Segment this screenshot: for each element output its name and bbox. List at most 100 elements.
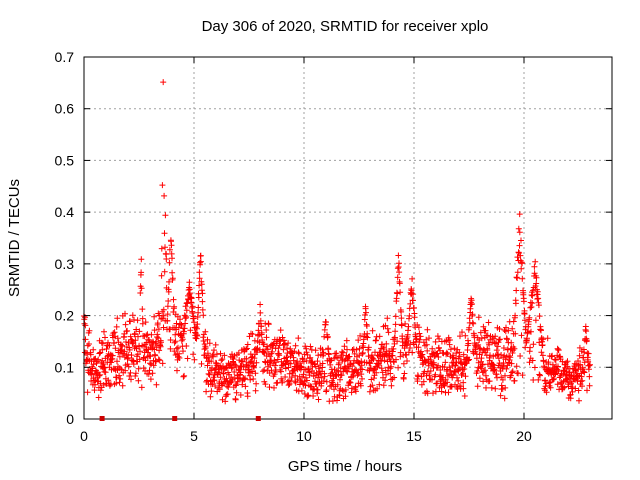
data-point (494, 343, 501, 350)
data-point (518, 237, 524, 244)
data-point (551, 375, 557, 382)
data-point (465, 340, 472, 347)
data-point (139, 306, 146, 313)
data-point (277, 327, 284, 334)
x-tick-label: 20 (516, 428, 532, 444)
data-point (363, 309, 369, 316)
data-point (355, 337, 362, 344)
data-point (158, 245, 165, 252)
data-point (460, 351, 467, 358)
data-point (532, 317, 539, 324)
data-point (158, 339, 164, 346)
data-point (228, 365, 235, 372)
data-point (142, 357, 149, 364)
data-point (492, 385, 499, 392)
data-point (154, 320, 161, 327)
data-point (264, 343, 271, 350)
data-point (344, 346, 350, 353)
data-point (561, 384, 568, 391)
data-point (392, 321, 399, 328)
data-point (367, 360, 374, 367)
data-point (450, 352, 456, 359)
data-point (563, 368, 570, 375)
data-point (482, 372, 489, 379)
data-point (454, 374, 460, 381)
data-point (253, 380, 260, 387)
data-point (300, 358, 307, 365)
data-point (250, 376, 257, 382)
data-point (512, 330, 519, 337)
data-point (116, 379, 123, 386)
data-point (538, 327, 544, 334)
data-point (117, 375, 124, 382)
data-point (486, 378, 493, 385)
data-point (392, 334, 398, 341)
data-point (403, 342, 410, 349)
data-point (209, 365, 215, 371)
data-point (518, 332, 525, 339)
data-point (161, 230, 168, 237)
data-point (172, 331, 179, 338)
data-point (373, 369, 380, 376)
data-point (414, 378, 421, 385)
data-point (288, 374, 295, 381)
data-point (188, 295, 195, 302)
data-point (198, 287, 205, 294)
data-point (369, 327, 376, 334)
data-point (287, 345, 294, 352)
data-point (527, 344, 534, 351)
data-point (370, 356, 377, 363)
data-point (200, 312, 207, 319)
data-point (137, 348, 143, 355)
data-point (238, 358, 245, 365)
data-point (462, 373, 469, 380)
data-point (292, 379, 299, 386)
data-point (164, 303, 171, 310)
data-point (114, 358, 120, 365)
data-point (475, 341, 482, 348)
data-point (476, 345, 483, 351)
data-point (395, 364, 402, 371)
data-point (429, 376, 435, 383)
data-point (403, 352, 410, 358)
data-point (165, 298, 172, 304)
data-point (395, 252, 402, 259)
data-point (99, 340, 106, 347)
data-point (337, 376, 343, 383)
data-point (577, 378, 584, 385)
data-point (321, 373, 328, 380)
data-point (495, 351, 502, 358)
data-point (166, 259, 173, 266)
data-point (200, 338, 207, 344)
data-point (437, 367, 444, 373)
data-point (522, 317, 528, 324)
data-point (204, 336, 211, 343)
data-point (497, 392, 504, 399)
data-point (249, 331, 256, 338)
data-point (391, 374, 398, 381)
data-point (435, 354, 442, 360)
data-point (140, 365, 147, 372)
data-point (165, 288, 172, 295)
data-point (519, 372, 526, 379)
data-point (359, 375, 365, 382)
data-point (257, 301, 264, 308)
data-point (356, 352, 363, 359)
data-point (445, 389, 452, 396)
data-point (90, 346, 97, 353)
data-point (420, 378, 427, 385)
data-point (478, 365, 485, 372)
data-point (509, 325, 516, 332)
data-point (202, 328, 209, 335)
data-point (272, 362, 278, 369)
data-point (167, 345, 174, 352)
data-point (451, 345, 458, 352)
data-point (477, 329, 484, 336)
data-point (138, 285, 145, 292)
data-point (278, 368, 284, 375)
data-point (208, 358, 215, 365)
data-point (529, 300, 536, 307)
data-point (410, 291, 417, 298)
data-point (124, 327, 131, 334)
data-point (506, 353, 512, 359)
